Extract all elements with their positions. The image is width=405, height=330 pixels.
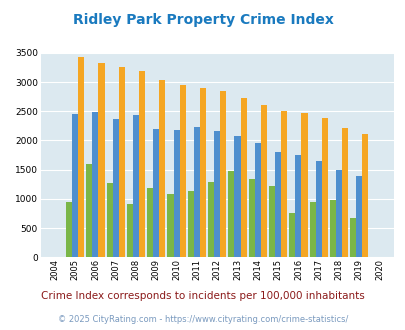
- Bar: [78, 57, 84, 257]
- Bar: [280, 111, 287, 257]
- Text: Crime Index corresponds to incidents per 100,000 inhabitants: Crime Index corresponds to incidents per…: [41, 291, 364, 301]
- Bar: [159, 80, 165, 257]
- Bar: [356, 176, 362, 257]
- Bar: [269, 186, 275, 257]
- Bar: [240, 98, 246, 257]
- Bar: [194, 127, 200, 257]
- Bar: [72, 114, 78, 257]
- Bar: [66, 202, 72, 257]
- Bar: [86, 164, 92, 257]
- Bar: [119, 67, 125, 257]
- Bar: [147, 188, 153, 257]
- Bar: [321, 118, 327, 257]
- Bar: [199, 88, 205, 257]
- Bar: [113, 118, 118, 257]
- Bar: [260, 105, 266, 257]
- Bar: [98, 63, 104, 257]
- Bar: [167, 194, 173, 257]
- Bar: [220, 90, 226, 257]
- Bar: [179, 85, 185, 257]
- Bar: [349, 218, 356, 257]
- Bar: [187, 191, 194, 257]
- Bar: [92, 113, 98, 257]
- Bar: [254, 144, 260, 257]
- Bar: [173, 130, 179, 257]
- Bar: [139, 71, 145, 257]
- Bar: [153, 128, 159, 257]
- Bar: [288, 213, 295, 257]
- Bar: [361, 134, 368, 257]
- Bar: [133, 115, 139, 257]
- Bar: [228, 172, 234, 257]
- Bar: [234, 136, 240, 257]
- Bar: [207, 182, 214, 257]
- Bar: [329, 200, 335, 257]
- Text: Ridley Park Property Crime Index: Ridley Park Property Crime Index: [72, 13, 333, 27]
- Bar: [301, 113, 307, 257]
- Bar: [248, 179, 254, 257]
- Bar: [315, 161, 321, 257]
- Bar: [126, 204, 133, 257]
- Bar: [309, 202, 315, 257]
- Text: © 2025 CityRating.com - https://www.cityrating.com/crime-statistics/: © 2025 CityRating.com - https://www.city…: [58, 315, 347, 324]
- Bar: [335, 170, 341, 257]
- Bar: [214, 131, 220, 257]
- Bar: [275, 152, 281, 257]
- Bar: [295, 155, 301, 257]
- Bar: [106, 183, 113, 257]
- Bar: [341, 128, 347, 257]
